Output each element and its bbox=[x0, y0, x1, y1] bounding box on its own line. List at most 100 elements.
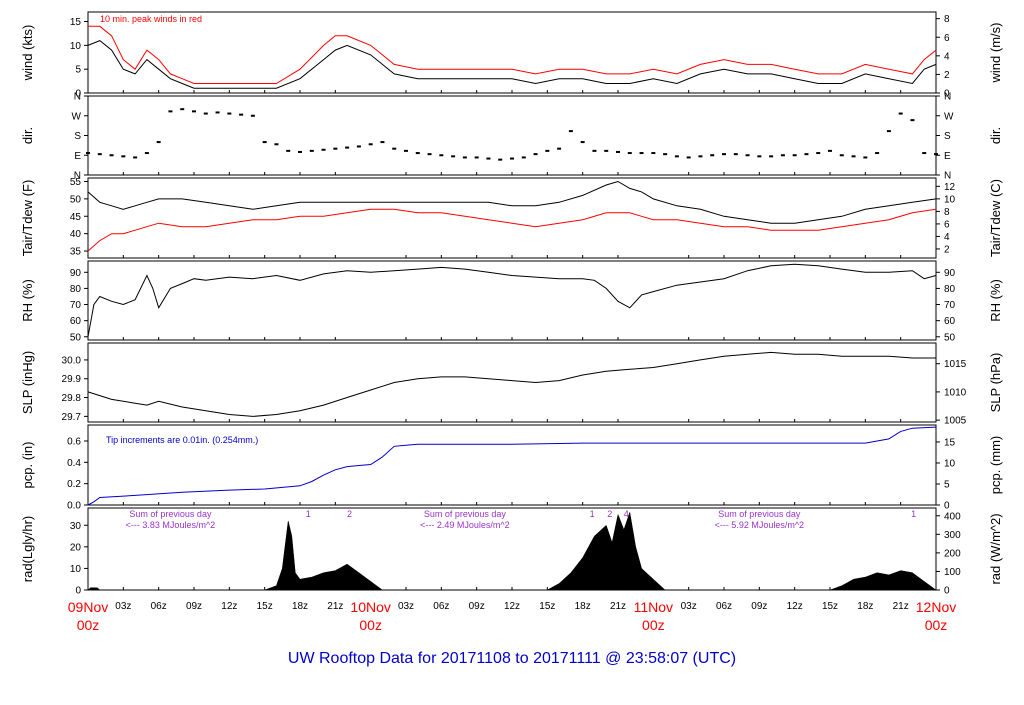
x-day-time-label: 00z bbox=[925, 617, 948, 633]
slp-ylabel-right: SLP (hPa) bbox=[988, 353, 1003, 413]
dir-point bbox=[333, 147, 338, 150]
dir-point bbox=[415, 152, 420, 155]
temp-ytick-label: 40 bbox=[70, 229, 82, 240]
temp-rtick-label: 4 bbox=[944, 232, 950, 243]
dir-rtick-label: E bbox=[944, 151, 951, 162]
dir-point bbox=[510, 157, 514, 160]
dir-point bbox=[156, 141, 161, 144]
pcp-ytick-label: 0.0 bbox=[67, 501, 81, 512]
dir-point bbox=[121, 155, 126, 158]
rh-ytick-label: 60 bbox=[70, 316, 82, 327]
dir-point bbox=[451, 155, 456, 158]
slp-series-line bbox=[87, 351, 936, 417]
slp-ytick-label: 29.9 bbox=[62, 374, 82, 385]
dir-point bbox=[686, 156, 691, 159]
rh-ytick-label: 50 bbox=[70, 332, 82, 343]
temp-ylabel: Tair/Tdew (F) bbox=[20, 180, 35, 257]
x-hour-label: 15z bbox=[822, 601, 838, 612]
dir-point bbox=[792, 154, 797, 157]
rad-marker: 1 bbox=[306, 509, 311, 519]
wind-rtick-label: 0 bbox=[944, 89, 950, 100]
x-day-label: 11Nov bbox=[634, 599, 673, 615]
pcp-rtick-label: 5 bbox=[944, 479, 950, 490]
dir-rtick-label: N bbox=[944, 92, 951, 103]
slp-rtick-label: 1005 bbox=[944, 416, 967, 427]
rh-panel: 50 60 70 80 90 50 60 70 80 90 RH (%) RH (%) bbox=[20, 260, 1003, 343]
wind-rtick-label: 2 bbox=[944, 70, 950, 81]
dir-point bbox=[309, 149, 314, 152]
dir-point bbox=[651, 152, 656, 155]
dir-point bbox=[663, 153, 668, 156]
dir-point bbox=[757, 155, 762, 158]
dir-point bbox=[404, 149, 408, 152]
rh-ylabel: RH (%) bbox=[20, 279, 35, 322]
rh-ytick-label: 80 bbox=[70, 284, 82, 295]
temp-ytick-label: 55 bbox=[70, 177, 82, 188]
dir-point bbox=[203, 112, 208, 115]
temp-ytick-label: 50 bbox=[70, 194, 82, 205]
dir-point bbox=[498, 158, 503, 161]
dir-point bbox=[321, 148, 326, 151]
dir-point bbox=[568, 130, 573, 133]
temp-frame bbox=[87, 177, 937, 259]
wind-rtick-label: 8 bbox=[944, 14, 950, 25]
x-hour-label: 21z bbox=[327, 601, 343, 612]
x-hour-label: 12z bbox=[504, 601, 520, 612]
rad-sum-value: <--- 5.92 MJoules/m^2 bbox=[715, 520, 805, 530]
x-hour-label: 12z bbox=[787, 601, 803, 612]
dir-point bbox=[745, 154, 750, 157]
pcp-rtick-label: 10 bbox=[944, 458, 956, 469]
temp-series-line bbox=[87, 208, 937, 252]
dir-point bbox=[227, 112, 232, 115]
rad-ytick-label: 20 bbox=[70, 542, 82, 553]
rh-rtick-label: 80 bbox=[944, 284, 956, 295]
x-hour-label: 09z bbox=[751, 601, 767, 612]
rh-ylabel-right: RH (%) bbox=[988, 279, 1003, 322]
dir-point bbox=[180, 108, 185, 111]
dir-ylabel: dir. bbox=[20, 127, 35, 144]
rad-rtick-label: 0 bbox=[944, 586, 950, 597]
dir-point bbox=[722, 153, 726, 156]
dir-point bbox=[604, 149, 609, 152]
dir-ytick-label: E bbox=[74, 151, 81, 162]
wind-ylabel-right: wind (m/s) bbox=[988, 23, 1003, 84]
pcp-ytick-label: 0.2 bbox=[67, 479, 81, 490]
rad-sum-label: Sum of previous day bbox=[718, 509, 801, 519]
dir-point bbox=[886, 130, 891, 133]
temp-rtick-label: 2 bbox=[944, 244, 950, 255]
temp-ylabel-right: Tair/Tdew (C) bbox=[988, 179, 1003, 257]
rad-sum-value: <--- 2.49 MJoules/m^2 bbox=[420, 520, 510, 530]
dir-point bbox=[298, 150, 302, 153]
x-hour-label: 03z bbox=[681, 601, 697, 612]
pcp-panel: 0.0 0.2 0.4 0.6 0 5 10 15 pcp. (in) pcp. (mm) Tip … bbox=[20, 424, 1003, 512]
x-hour-label: 03z bbox=[115, 601, 131, 612]
dir-point bbox=[674, 155, 679, 158]
rad-rtick-label: 200 bbox=[944, 548, 961, 559]
x-day-time-label: 00z bbox=[642, 617, 665, 633]
temp-rtick-label: 12 bbox=[944, 182, 956, 193]
dir-point bbox=[616, 150, 620, 153]
pcp-ylabel: pcp. (in) bbox=[20, 442, 35, 489]
dir-point bbox=[733, 153, 738, 156]
dir-point bbox=[86, 152, 90, 155]
rad-ylabel-right: rad (W/m^2) bbox=[988, 513, 1003, 584]
temp-rtick-label: 8 bbox=[944, 207, 950, 218]
pcp-ytick-label: 0.4 bbox=[67, 458, 81, 469]
wind-series-line bbox=[87, 40, 937, 89]
x-day-time-label: 00z bbox=[77, 617, 100, 633]
wind-ytick-label: 15 bbox=[70, 17, 82, 28]
wind-ylabel: wind (kts) bbox=[20, 25, 35, 82]
slp-panel: 29.7 29.8 29.9 30.0 1005 1010 1015 SLP (inHg) SL… bbox=[20, 342, 1003, 427]
rad-ylabel: rad(Lgly/hr) bbox=[20, 516, 35, 582]
rad-marker: 1 bbox=[911, 509, 916, 519]
rad-ytick-label: 30 bbox=[70, 521, 82, 532]
dir-point bbox=[239, 113, 244, 116]
x-hour-label: 06z bbox=[716, 601, 732, 612]
dir-point bbox=[922, 152, 927, 155]
dir-point bbox=[533, 153, 538, 156]
x-hour-label: 18z bbox=[292, 601, 308, 612]
temp-rtick-label: 10 bbox=[944, 194, 956, 205]
slp-rtick-label: 1010 bbox=[944, 387, 967, 398]
x-hour-label: 12z bbox=[221, 601, 237, 612]
